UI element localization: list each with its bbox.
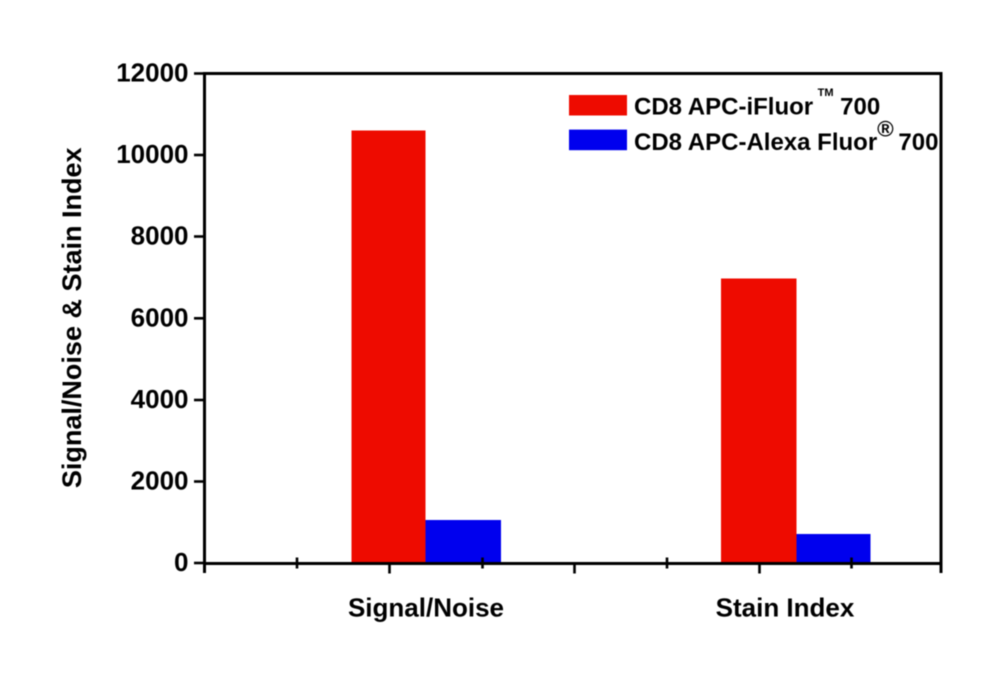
svg-text:12000: 12000 [116,58,188,88]
svg-text:2000: 2000 [131,466,189,496]
svg-text:10000: 10000 [116,139,188,169]
svg-text:8000: 8000 [131,221,189,251]
svg-text:0: 0 [174,547,188,577]
svg-text:Signal/Noise: Signal/Noise [348,593,504,623]
svg-text:4000: 4000 [131,384,189,414]
svg-text:CD8 APC-iFluorTM 700: CD8 APC-iFluorTM 700 [634,87,880,121]
svg-text:6000: 6000 [131,302,189,332]
svg-text:Stain Index: Stain Index [716,593,855,623]
svg-text:Signal/Noise & Stain Index: Signal/Noise & Stain Index [57,148,87,489]
